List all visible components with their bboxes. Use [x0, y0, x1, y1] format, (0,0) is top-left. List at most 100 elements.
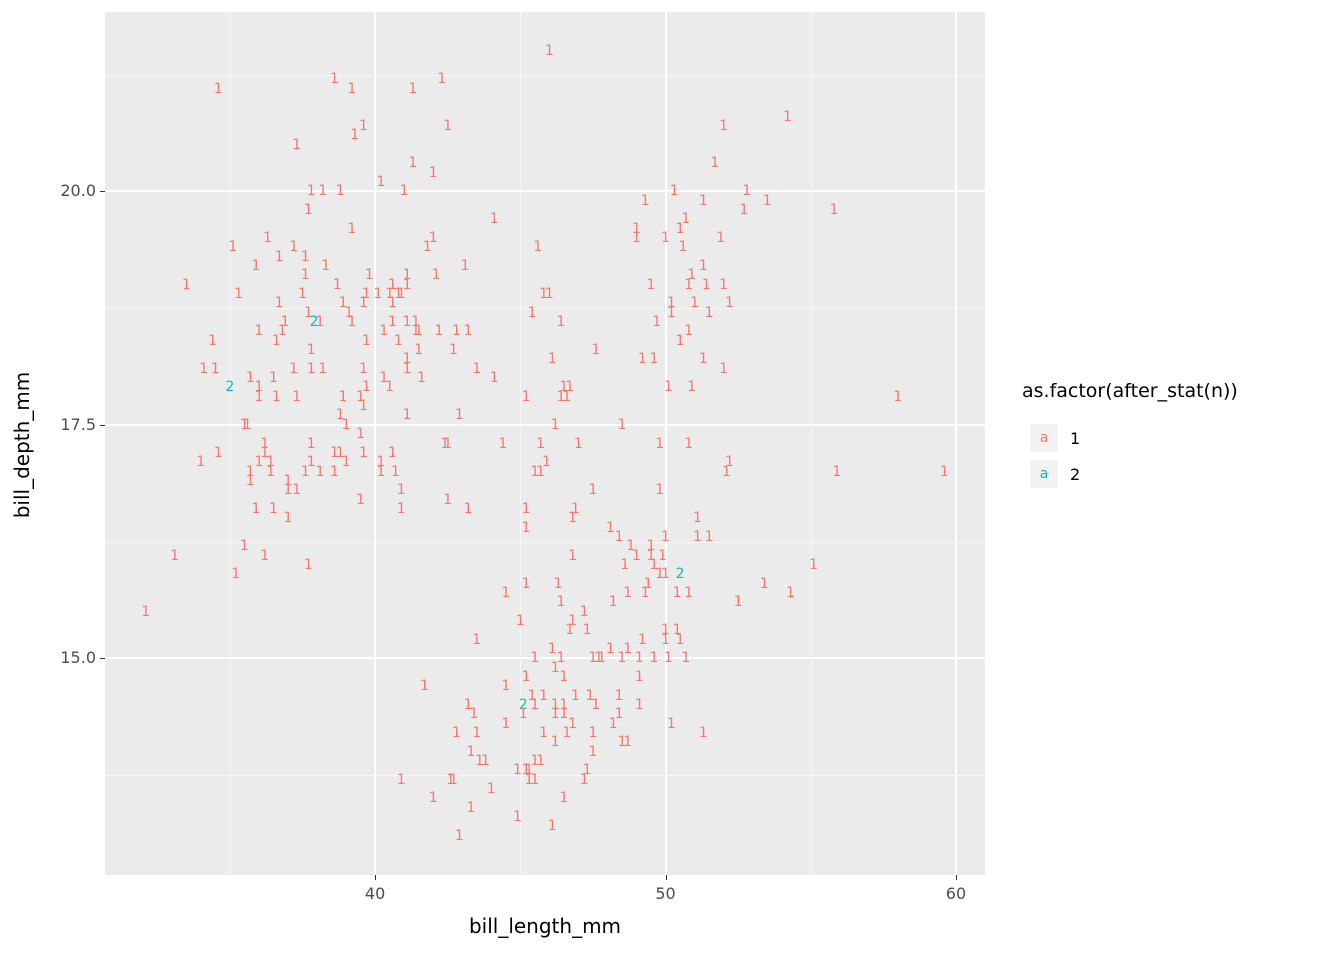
- point-label: 1: [274, 248, 284, 265]
- point-label: 1: [530, 753, 540, 770]
- gridline-minor-x: [810, 12, 812, 875]
- point-label: 1: [361, 286, 371, 303]
- point-label: 1: [571, 687, 580, 704]
- point-label: 2: [225, 379, 235, 396]
- point-label: 1: [573, 435, 583, 452]
- point-label: 1: [536, 435, 546, 452]
- point-label: 1: [530, 697, 540, 713]
- point-label: 1: [512, 809, 522, 826]
- point-label: 1: [245, 463, 255, 480]
- y-axis-tick: [100, 424, 105, 426]
- point-label: 1: [661, 528, 670, 545]
- point-label: 1: [283, 482, 293, 499]
- point-label: 1: [608, 715, 618, 732]
- point-label: 1: [359, 360, 368, 377]
- point-label: 1: [196, 454, 206, 471]
- point-label: 1: [489, 370, 499, 387]
- point-label: 1: [785, 584, 795, 601]
- point-label: 1: [722, 463, 731, 480]
- point-label: 1: [663, 379, 673, 396]
- point-label: 1: [242, 416, 252, 433]
- point-label: 1: [501, 715, 511, 732]
- point-label: 1: [556, 594, 566, 611]
- point-label: 1: [408, 155, 418, 172]
- point-label: 1: [449, 342, 458, 359]
- point-label: 1: [634, 650, 644, 667]
- point-label: 1: [292, 136, 302, 153]
- point-label: 1: [547, 818, 557, 835]
- legend-key-glyph: a: [1039, 466, 1049, 482]
- point-label: 1: [649, 351, 659, 368]
- point-label: 1: [568, 715, 578, 732]
- point-label: 1: [521, 668, 531, 685]
- gridline-major-x: [374, 12, 377, 875]
- point-label: 1: [399, 183, 409, 200]
- point-label: 1: [637, 351, 647, 368]
- gridline-minor-x: [229, 12, 231, 875]
- point-label: 1: [300, 248, 310, 265]
- point-label: 1: [335, 407, 345, 424]
- point-label: 1: [716, 230, 726, 247]
- point-label: 1: [550, 734, 560, 751]
- point-label: 1: [207, 332, 217, 349]
- point-label: 1: [675, 631, 685, 648]
- point-label: 1: [684, 584, 694, 601]
- point-label: 1: [809, 556, 819, 573]
- point-label: 1: [359, 398, 368, 415]
- point-label: 1: [568, 510, 578, 527]
- point-label: 1: [658, 547, 668, 564]
- point-label: 1: [341, 416, 351, 433]
- point-label: 1: [440, 435, 450, 452]
- point-label: 1: [704, 528, 714, 545]
- point-label: 1: [318, 183, 328, 200]
- point-label: 1: [454, 407, 464, 424]
- legend-entry-label: 1: [1070, 428, 1081, 448]
- point-label: 1: [292, 388, 302, 405]
- x-axis-tick: [375, 875, 377, 880]
- point-label: 1: [701, 276, 711, 293]
- gridline-major-y: [105, 423, 985, 426]
- point-label: 1: [306, 360, 316, 377]
- point-label: 1: [684, 276, 694, 293]
- point-label: 1: [266, 463, 275, 480]
- legend-key-glyph: a: [1039, 430, 1049, 446]
- point-label: 1: [390, 463, 400, 480]
- point-label: 1: [661, 230, 670, 247]
- point-label: 1: [359, 444, 368, 461]
- point-label: 1: [388, 314, 397, 331]
- point-label: 1: [411, 323, 421, 340]
- point-label: 1: [579, 771, 589, 788]
- point-label: 1: [553, 575, 563, 592]
- point-label: 1: [402, 407, 412, 424]
- point-label: 1: [303, 556, 313, 573]
- point-label: 1: [568, 547, 578, 564]
- point-label: 1: [298, 286, 307, 303]
- point-label: 1: [719, 276, 729, 293]
- point-label: 1: [533, 239, 543, 256]
- point-label: 1: [472, 725, 482, 742]
- gridline-major-y: [105, 657, 985, 660]
- point-label: 1: [544, 43, 554, 60]
- point-label: 1: [661, 622, 670, 639]
- point-label: 1: [280, 314, 290, 331]
- point-label: 1: [335, 444, 345, 461]
- point-label: 1: [530, 650, 540, 667]
- point-label: 1: [239, 538, 249, 555]
- point-label: 1: [379, 323, 389, 340]
- gridline-major-x: [954, 12, 957, 875]
- point-label: 1: [306, 183, 316, 200]
- point-label: 2: [518, 697, 528, 713]
- point-label: 1: [350, 127, 360, 144]
- point-label: 1: [550, 659, 560, 676]
- point-label: 1: [724, 295, 734, 312]
- point-label: 1: [698, 258, 708, 275]
- gridline-minor-y: [105, 541, 985, 543]
- point-label: 1: [518, 706, 528, 723]
- point-label: 1: [254, 379, 264, 396]
- point-label: 1: [675, 220, 685, 237]
- point-label: 1: [292, 482, 302, 499]
- point-label: 1: [306, 342, 316, 359]
- point-label: 1: [254, 454, 264, 471]
- point-label: 1: [376, 454, 386, 471]
